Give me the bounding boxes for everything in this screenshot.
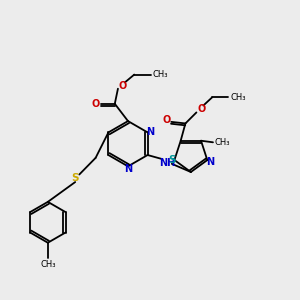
Text: CH₃: CH₃ — [40, 260, 56, 268]
Text: N: N — [206, 157, 214, 166]
Text: O: O — [118, 81, 127, 91]
Text: O: O — [197, 104, 205, 114]
Text: CH₃: CH₃ — [214, 138, 230, 147]
Text: N: N — [146, 128, 154, 137]
Text: NH: NH — [159, 158, 175, 168]
Text: S: S — [71, 173, 79, 183]
Text: CH₃: CH₃ — [230, 93, 246, 102]
Text: O: O — [162, 115, 171, 125]
Text: CH₃: CH₃ — [152, 70, 168, 79]
Text: N: N — [124, 164, 132, 175]
Text: O: O — [92, 99, 100, 109]
Text: S: S — [168, 155, 176, 165]
